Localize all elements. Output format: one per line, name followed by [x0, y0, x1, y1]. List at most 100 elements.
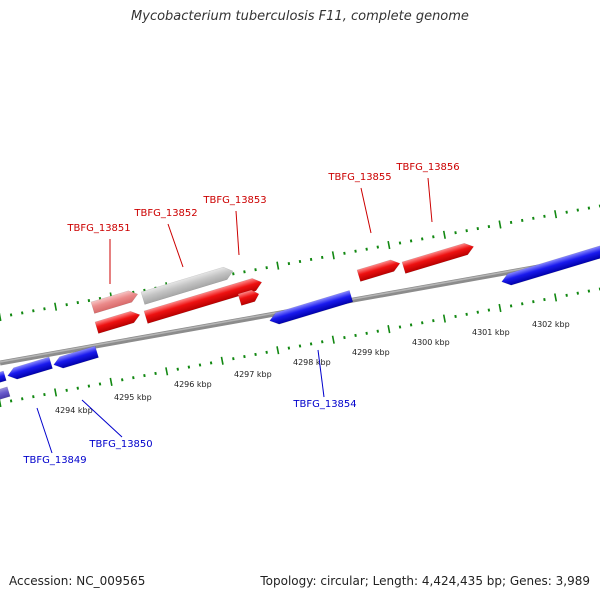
gene-label-forward[interactable]: TBFG_13855: [327, 172, 391, 183]
minor-tick: [100, 383, 101, 386]
minor-tick: [11, 314, 12, 317]
major-tick: [0, 399, 1, 407]
minor-tick: [22, 312, 23, 315]
gene-arrow-left-edge[interactable]: [0, 371, 6, 385]
major-tick: [444, 315, 445, 323]
minor-tick: [355, 250, 356, 253]
minor-tick: [478, 311, 479, 314]
minor-tick: [266, 351, 267, 354]
major-tick: [277, 346, 278, 354]
minor-tick: [122, 378, 123, 381]
minor-tick: [411, 240, 412, 243]
minor-tick: [300, 345, 301, 348]
gene-arrow-tbfg13855[interactable]: [357, 258, 402, 282]
minor-tick: [589, 290, 590, 293]
kbp-tick-label: 4297 kbp: [234, 370, 272, 379]
minor-tick: [244, 355, 245, 358]
map-title: Mycobacterium tuberculosis F11, complete…: [0, 9, 600, 24]
gene-label-forward[interactable]: TBFG_13856: [395, 162, 459, 173]
minor-tick: [378, 246, 379, 249]
genome-summary: Topology: circular; Length: 4,424,435 bp…: [260, 574, 590, 588]
minor-tick: [344, 252, 345, 255]
gene-label-reverse[interactable]: TBFG_13850: [88, 439, 152, 450]
gene-leader-line: [361, 188, 371, 233]
kbp-tick-label: 4299 kbp: [352, 348, 390, 357]
minor-tick: [522, 302, 523, 305]
minor-tick: [22, 397, 23, 400]
minor-tick: [566, 294, 567, 297]
minor-tick: [322, 340, 323, 343]
minor-tick: [533, 300, 534, 303]
gene-arrow-tbfg13851[interactable]: [95, 309, 142, 333]
major-tick: [388, 241, 389, 249]
minor-tick: [478, 227, 479, 230]
minor-tick: [366, 248, 367, 251]
gene-arrow-tbfg13856[interactable]: [402, 241, 475, 274]
minor-tick: [511, 305, 512, 308]
minor-tick: [433, 235, 434, 238]
minor-tick: [322, 256, 323, 259]
minor-tick: [289, 262, 290, 265]
minor-tick: [233, 272, 234, 275]
gene-arrow-left-purple[interactable]: [0, 387, 10, 402]
major-tick: [388, 325, 389, 333]
major-tick: [333, 336, 334, 344]
minor-tick: [266, 266, 267, 269]
kbp-tick-label: 4296 kbp: [174, 380, 212, 389]
major-tick: [55, 303, 56, 311]
gene-leader-line: [37, 408, 52, 453]
gene-label-forward[interactable]: TBFG_13853: [202, 195, 266, 206]
minor-tick: [66, 389, 67, 392]
gene-arrow-right-edge[interactable]: [500, 244, 600, 287]
major-tick: [499, 304, 500, 312]
minor-tick: [455, 231, 456, 234]
minor-tick: [211, 362, 212, 365]
minor-tick: [155, 372, 156, 375]
kbp-tick-label: 4300 kbp: [412, 338, 450, 347]
gene-arrow-tbfg13851-faded[interactable]: [91, 288, 139, 313]
gene-leader-line: [236, 211, 239, 255]
minor-tick: [66, 303, 67, 306]
minor-tick: [33, 309, 34, 312]
accession-label: Accession: NC_009565: [9, 574, 145, 588]
kbp-tick-label: 4302 kbp: [532, 320, 570, 329]
minor-tick: [311, 343, 312, 346]
minor-tick: [544, 215, 545, 218]
major-tick: [0, 313, 1, 321]
major-tick: [166, 367, 167, 375]
major-tick: [221, 357, 222, 365]
minor-tick: [378, 330, 379, 333]
gene-label-forward[interactable]: TBFG_13852: [133, 208, 197, 219]
major-tick: [555, 210, 556, 218]
minor-tick: [522, 219, 523, 222]
minor-tick: [433, 319, 434, 322]
major-tick: [277, 262, 278, 270]
major-tick: [333, 251, 334, 259]
gene-label-reverse[interactable]: TBFG_13849: [22, 455, 86, 466]
minor-tick: [133, 376, 134, 379]
minor-tick: [44, 307, 45, 310]
minor-tick: [244, 270, 245, 273]
gene-label-reverse[interactable]: TBFG_13854: [292, 399, 356, 410]
minor-tick: [511, 221, 512, 224]
minor-tick: [533, 217, 534, 220]
major-tick: [55, 389, 56, 397]
minor-tick: [300, 260, 301, 263]
gene-leader-line: [168, 224, 183, 267]
minor-tick: [189, 366, 190, 369]
minor-tick: [289, 347, 290, 350]
minor-tick: [344, 336, 345, 339]
minor-tick: [422, 238, 423, 241]
gene-arrow-tbfg13854[interactable]: [268, 290, 353, 326]
major-tick: [110, 378, 111, 386]
minor-tick: [466, 313, 467, 316]
minor-tick: [233, 357, 234, 360]
minor-tick: [400, 326, 401, 329]
kbp-tick-label: 4295 kbp: [114, 393, 152, 402]
minor-tick: [33, 395, 34, 398]
minor-tick: [366, 332, 367, 335]
gene-label-forward[interactable]: TBFG_13851: [66, 223, 130, 234]
minor-tick: [400, 242, 401, 245]
